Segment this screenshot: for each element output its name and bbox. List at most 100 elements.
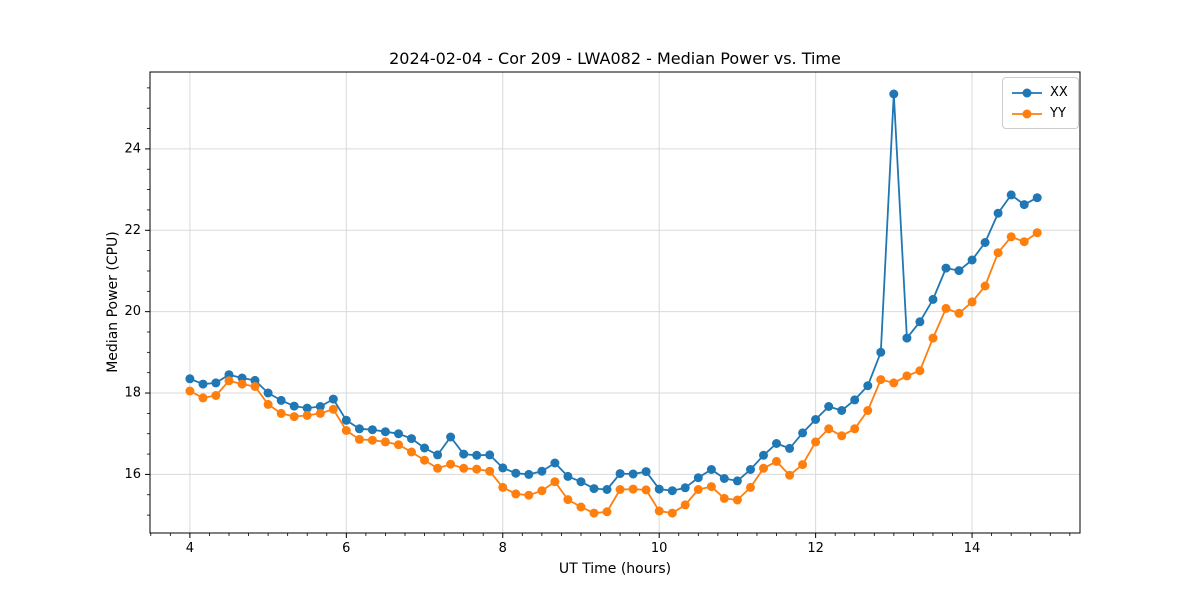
series-yy-marker xyxy=(485,466,495,476)
series-xx-marker xyxy=(341,415,351,425)
series-yy-marker xyxy=(420,455,429,465)
series-yy-marker xyxy=(654,506,664,516)
series-xx-marker xyxy=(537,466,547,476)
series-yy-marker xyxy=(980,281,990,291)
series-xx-marker xyxy=(576,477,586,487)
series-yy-marker xyxy=(289,412,299,422)
series-xx-marker xyxy=(485,450,495,460)
series-xx-marker xyxy=(693,473,703,483)
chart-title: 2024-02-04 - Cor 209 - LWA082 - Median P… xyxy=(389,49,841,68)
series-xx-marker xyxy=(980,238,990,247)
series-yy-marker xyxy=(433,463,443,473)
series-yy-marker xyxy=(798,460,808,470)
series-yy-marker xyxy=(746,482,755,492)
series-xx-marker xyxy=(198,379,208,389)
y-axis-label: Median Power (CPU) xyxy=(105,231,121,373)
series-yy-marker xyxy=(1006,232,1016,242)
series-yy-marker xyxy=(380,437,390,447)
series-xx-marker xyxy=(1006,190,1016,200)
series-xx-marker xyxy=(394,429,403,439)
x-axis-label: UT Time (hours) xyxy=(558,561,672,577)
series-yy-marker xyxy=(824,424,834,434)
series-xx-marker xyxy=(902,333,912,343)
series-xx-marker xyxy=(589,484,599,494)
series-yy-marker xyxy=(224,376,234,386)
series-yy-marker xyxy=(563,495,573,505)
series-yy-marker xyxy=(1019,237,1029,247)
legend-item-xx: XX xyxy=(1011,83,1068,102)
series-yy-marker xyxy=(354,434,364,444)
series-xx-marker xyxy=(446,432,456,442)
series-yy-marker xyxy=(863,406,873,415)
series-yy-marker xyxy=(263,399,273,409)
series-yy-marker xyxy=(576,502,586,512)
series-yy-marker xyxy=(732,495,742,505)
series-yy-marker xyxy=(472,464,482,474)
series-yy-marker xyxy=(811,437,821,447)
series-yy-marker xyxy=(524,490,534,500)
series-yy-marker xyxy=(615,485,625,494)
series-yy-marker xyxy=(407,447,416,457)
series-xx-line xyxy=(189,93,1038,492)
series-xx-marker xyxy=(993,208,1003,218)
series-yy-marker xyxy=(902,371,912,381)
series-yy-marker xyxy=(706,482,716,492)
y-tick-label: 22 xyxy=(124,223,141,238)
series-xx-marker xyxy=(407,434,416,444)
series-xx-marker xyxy=(263,388,273,398)
series-yy-marker xyxy=(889,378,899,388)
series-xx-marker xyxy=(511,468,521,478)
series-yy-marker xyxy=(680,500,690,510)
legend-line-sample-icon xyxy=(1012,88,1042,97)
series-yy-marker xyxy=(915,366,925,376)
series-xx-marker xyxy=(1032,193,1042,203)
series-xx-marker xyxy=(615,469,625,479)
series-xx-marker xyxy=(772,439,781,448)
series-xx-marker xyxy=(185,374,195,384)
series-yy-marker xyxy=(693,485,703,494)
series-xx-marker xyxy=(915,317,925,327)
series-xx-marker xyxy=(746,465,755,474)
y-tick-label: 18 xyxy=(124,386,141,401)
series-xx-marker xyxy=(420,443,429,453)
series-yy-marker xyxy=(341,426,351,435)
y-tick-label: 16 xyxy=(124,467,141,482)
series-yy-marker xyxy=(328,404,338,414)
series-xx-marker xyxy=(328,394,338,404)
x-tick-label: 6 xyxy=(342,541,350,556)
series-xx-marker xyxy=(680,483,690,493)
series-yy-marker xyxy=(459,463,469,473)
series-yy-marker xyxy=(446,459,456,469)
series-xx-marker xyxy=(928,294,938,304)
series-xx-marker xyxy=(315,402,325,411)
series-xx-marker xyxy=(850,395,860,405)
series-xx-marker xyxy=(276,395,286,405)
series-xx-marker xyxy=(459,449,469,459)
series-xx-marker xyxy=(498,463,508,473)
series-xx-marker xyxy=(889,89,899,99)
x-tick-label: 10 xyxy=(651,541,668,556)
series-xx-marker xyxy=(967,255,977,265)
series-xx-marker xyxy=(941,263,951,273)
series-xx-marker xyxy=(732,476,742,486)
series-xx-marker xyxy=(563,471,573,481)
series-yy-marker xyxy=(394,440,403,450)
series-yy-marker xyxy=(315,408,325,418)
series-yy-marker xyxy=(628,484,638,494)
series-xx-marker xyxy=(654,484,664,494)
series-yy-marker xyxy=(537,486,547,496)
series-xx-marker xyxy=(367,425,377,435)
legend-label: XX xyxy=(1050,85,1068,100)
series-xx-marker xyxy=(524,469,534,479)
series-yy-marker xyxy=(876,375,886,385)
series-yy-marker xyxy=(850,424,860,434)
legend-line-sample-icon xyxy=(1012,109,1042,118)
series-yy-marker xyxy=(785,470,795,480)
series-xx-marker xyxy=(380,427,390,437)
series-yy-marker xyxy=(928,333,938,343)
series-xx-marker xyxy=(1019,200,1029,210)
series-yy-marker xyxy=(589,508,599,518)
plot-border xyxy=(149,71,1081,534)
y-tick-label: 20 xyxy=(124,304,141,319)
